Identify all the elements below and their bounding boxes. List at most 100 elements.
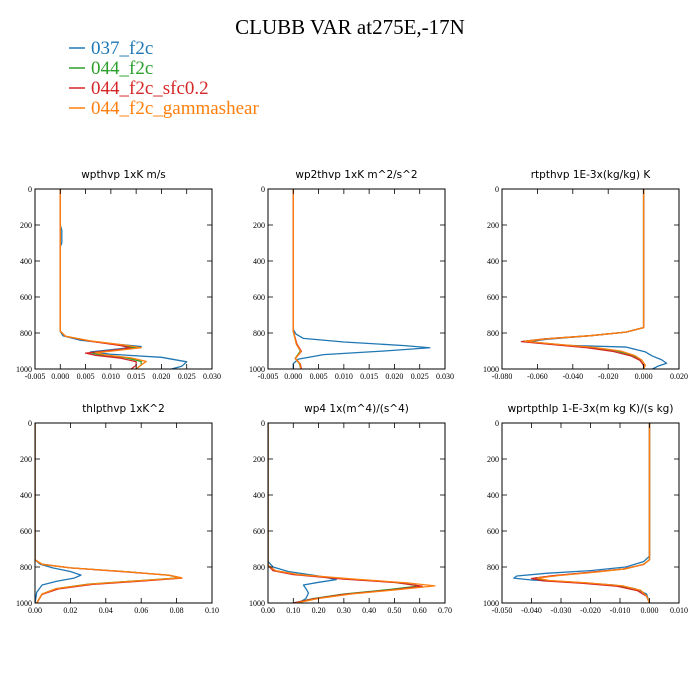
x-tick-label: -0.040 (521, 606, 542, 615)
series-line (35, 423, 183, 603)
plot-frame (34, 188, 213, 370)
y-tick-label: 1000 (16, 599, 32, 608)
series-line (292, 189, 302, 369)
x-tick-label: 0.000 (641, 606, 659, 615)
series-line (268, 423, 421, 603)
y-tick-label: 200 (20, 455, 32, 464)
x-tick-label: 0.020 (385, 372, 403, 381)
series-line (35, 423, 82, 603)
x-tick-label: 0.015 (127, 372, 145, 381)
panel-title: thlpthvp 1xK^2 (82, 403, 165, 415)
y-tick-label: 0 (261, 419, 265, 428)
figure-title: CLUBB VAR at275E,-17N (235, 15, 465, 39)
legend-entry: 044_f2c (91, 58, 153, 79)
x-tick-label: 0.005 (77, 372, 95, 381)
legend-entry: 044_f2c_gammashear (91, 98, 259, 119)
x-tick-label: -0.020 (598, 372, 619, 381)
x-tick-label: 0.08 (170, 606, 184, 615)
panel-title: wp2thvp 1xK m^2/s^2 (295, 169, 417, 181)
panel-title: wp4 1x(m^4)/(s^4) (304, 403, 409, 415)
x-tick-label: 0.010 (102, 372, 120, 381)
x-tick-label: -0.030 (551, 606, 572, 615)
y-tick-label: 200 (487, 221, 499, 230)
plot-frame (267, 422, 446, 604)
y-tick-label: 600 (253, 293, 265, 302)
series-line (513, 423, 651, 603)
y-tick-label: 600 (20, 527, 32, 536)
series-line (59, 189, 147, 369)
x-tick-label: 0.06 (134, 606, 148, 615)
y-tick-label: 1000 (249, 365, 265, 374)
series-line (520, 189, 645, 369)
x-tick-label: 0.50 (387, 606, 401, 615)
y-tick-label: 400 (253, 491, 265, 500)
y-tick-label: 600 (487, 527, 499, 536)
x-tick-label: 0.025 (411, 372, 429, 381)
y-tick-label: 400 (20, 257, 32, 266)
y-tick-label: 800 (253, 563, 265, 572)
x-tick-label: 0.020 (152, 372, 170, 381)
legend-entry: 037_f2c (91, 38, 153, 59)
x-tick-label: -0.005 (258, 372, 279, 381)
y-tick-label: 400 (487, 491, 499, 500)
x-tick-label: 0.010 (335, 372, 353, 381)
chart-panels: wpthvp 1xK m/s-0.005 0.000 0.005 0.010 0.015… (16, 169, 688, 615)
x-tick-label: 0.04 (99, 606, 113, 615)
panel-title: wpthvp 1xK m/s (81, 169, 166, 181)
series-line (35, 423, 183, 603)
x-tick-label: -0.040 (562, 372, 583, 381)
panel-title: wprtpthlp 1-E-3x(m kg K)/(s kg) (508, 403, 674, 415)
x-tick-label: -0.060 (527, 372, 548, 381)
series-line (292, 189, 431, 369)
x-tick-label: 0.000 (635, 372, 653, 381)
x-tick-label: 0.30 (337, 606, 351, 615)
chart-panel: wpthvp 1xK m/s -0.005 0.000 0.005 0.010 0.015… (16, 169, 221, 381)
series-line (524, 189, 647, 369)
x-tick-label: 0.02 (63, 606, 77, 615)
y-tick-label: 800 (20, 563, 32, 572)
x-tick-label: 0.00 (261, 606, 275, 615)
x-tick-label: 0.015 (360, 372, 378, 381)
series-line (292, 189, 302, 369)
y-tick-label: 600 (487, 293, 499, 302)
y-tick-label: 400 (20, 491, 32, 500)
series-line (268, 423, 337, 603)
x-tick-label: 0.60 (413, 606, 427, 615)
x-tick-label: 0.025 (178, 372, 196, 381)
y-tick-label: 1000 (16, 365, 32, 374)
series-line (536, 423, 651, 603)
x-tick-label: 0.10 (205, 606, 219, 615)
series-line (526, 189, 668, 369)
legend-entry: 044_f2c_sfc0.2 (91, 78, 209, 99)
chart-panel: thlpthvp 1xK^2 0.00 0.02 0.04 0.06 0.08 0.10 0 2… (16, 403, 219, 615)
y-tick-label: 200 (20, 221, 32, 230)
x-tick-label: -0.020 (580, 606, 601, 615)
x-tick-label: 0.70 (438, 606, 452, 615)
y-tick-label: 1000 (483, 365, 499, 374)
y-tick-label: 600 (20, 293, 32, 302)
chart-panel: wp4 1x(m^4)/(s^4) 0.00 0.10 0.20 0.30 0.40 0.5… (249, 403, 452, 615)
y-tick-label: 400 (487, 257, 499, 266)
x-tick-label: -0.080 (492, 372, 513, 381)
x-tick-label: 0.005 (310, 372, 328, 381)
chart-panel: wp2thvp 1xK m^2/s^2 -0.005 0.000 0.005 0.010… (249, 169, 454, 381)
x-tick-label: 0.10 (286, 606, 300, 615)
series-line (292, 189, 303, 369)
x-tick-label: 0.030 (203, 372, 221, 381)
y-tick-label: 800 (487, 563, 499, 572)
y-tick-label: 1000 (483, 599, 499, 608)
y-tick-label: 200 (253, 221, 265, 230)
y-tick-label: 400 (253, 257, 265, 266)
series-line (59, 189, 188, 369)
x-tick-label: 0.020 (670, 372, 688, 381)
series-line (268, 423, 423, 603)
y-tick-label: 0 (495, 419, 499, 428)
series-line (522, 189, 645, 369)
y-tick-label: 0 (495, 185, 499, 194)
x-tick-label: 0.030 (436, 372, 454, 381)
x-tick-label: 0.000 (284, 372, 302, 381)
y-tick-label: 800 (20, 329, 32, 338)
y-tick-label: 0 (28, 419, 32, 428)
x-tick-label: -0.050 (492, 606, 513, 615)
x-tick-label: 0.40 (362, 606, 376, 615)
